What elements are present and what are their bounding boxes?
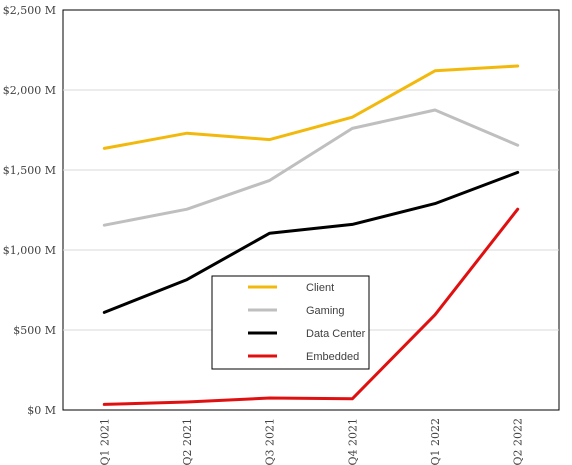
series-lines (102, 64, 520, 406)
legend-label: Gaming (306, 305, 345, 317)
y-tick-label: $2,000 M (3, 84, 56, 97)
y-tick-label: $1,000 M (3, 244, 56, 257)
legend-label: Data Center (306, 328, 366, 340)
x-tick-label: Q4 2021 (346, 418, 359, 465)
x-tick-label: Q2 2021 (181, 418, 194, 465)
series-line-embedded (102, 207, 520, 406)
y-tick-label: $500 M (13, 324, 56, 337)
legend-label: Embedded (306, 351, 359, 363)
y-tick-label: $0 M (27, 404, 56, 417)
x-axis-tick-labels: Q1 2021 Q2 2021 Q3 2021 Q4 2021 Q1 2022 Q2 20… (98, 418, 524, 465)
series-line-data-center (102, 170, 520, 314)
x-tick-label: Q2 2022 (512, 418, 525, 465)
series-line-gaming (102, 108, 520, 227)
legend-box (211, 275, 370, 370)
legend: Client Gaming Data Center Embedded (211, 275, 370, 370)
x-tick-label: Q1 2022 (429, 418, 442, 465)
y-tick-label: $1,500 M (3, 164, 56, 177)
x-tick-label: Q1 2021 (98, 418, 111, 465)
legend-label: Client (306, 282, 334, 294)
x-tick-label: Q3 2021 (264, 418, 277, 465)
series-line-client (102, 64, 520, 150)
y-axis-tick-labels: $0 M $500 M $1,000 M $1,500 M $2,000 M $2,500… (3, 4, 56, 417)
y-tick-label: $2,500 M (3, 4, 56, 17)
